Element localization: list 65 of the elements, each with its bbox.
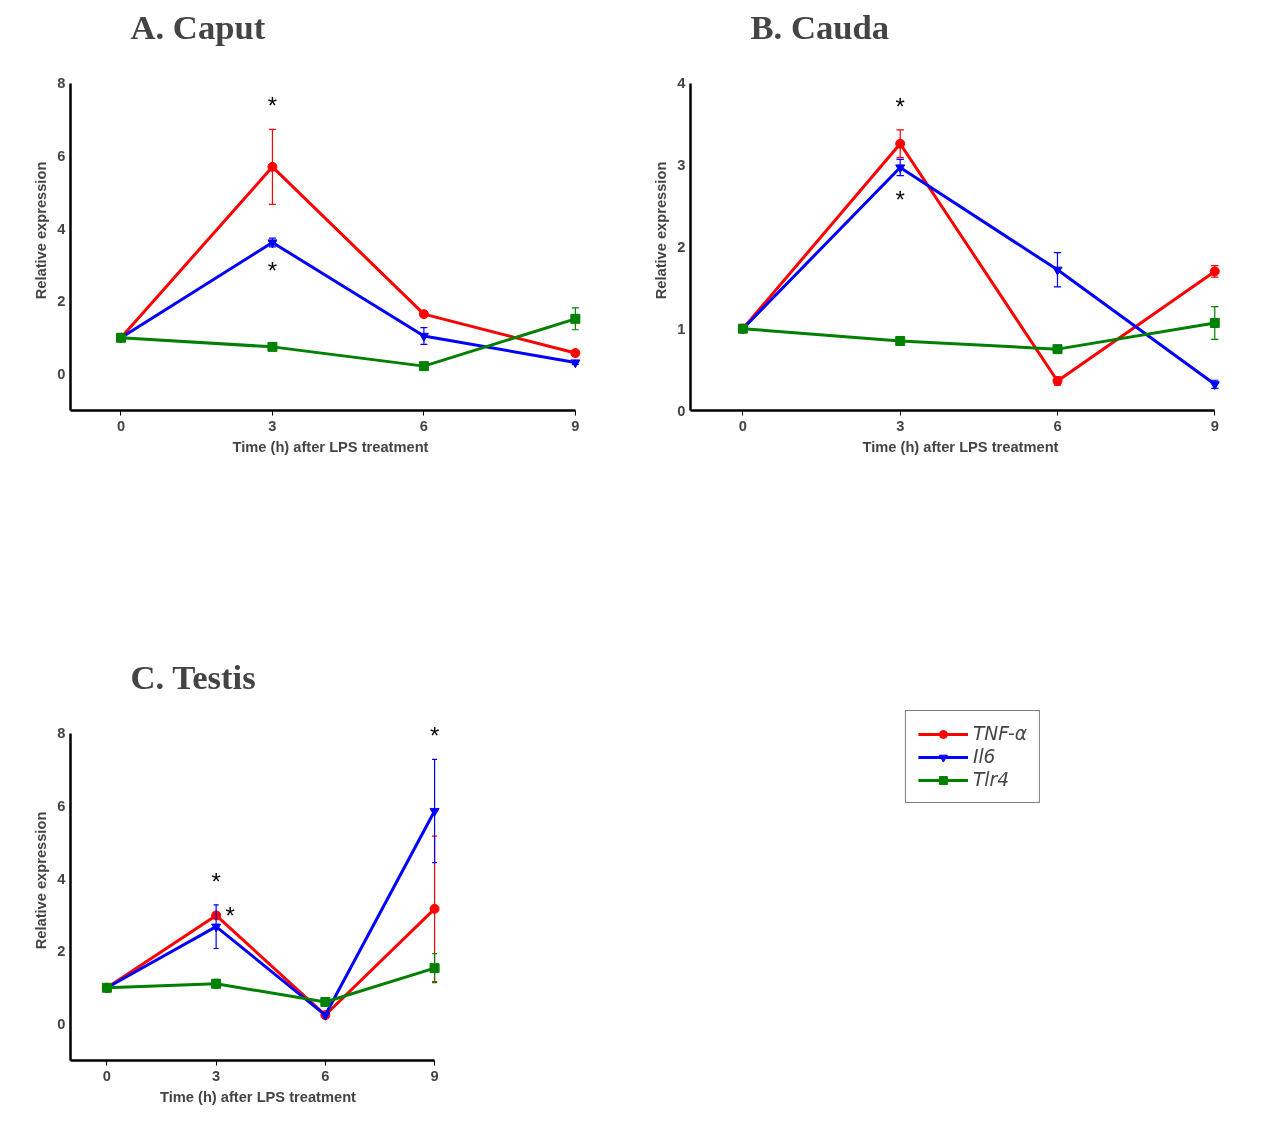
chart-title: B. Cauda [750, 7, 890, 46]
x-tick-label: 0 [738, 417, 748, 434]
y-axis-title: Relative expression [653, 161, 670, 300]
x-axis-title: Time (h) after LPS treatment [232, 438, 429, 455]
legend-label: Il6 [972, 746, 996, 767]
x-tick-label: 9 [1210, 417, 1219, 434]
point [570, 313, 581, 324]
point [895, 335, 906, 346]
x-tick-label: 0 [102, 1067, 111, 1084]
y-tick-label: 2 [677, 238, 686, 255]
y-tick-label: 0 [57, 366, 66, 383]
data-label: * [895, 92, 905, 120]
x-tick-label: 6 [321, 1067, 330, 1084]
y-tick-label: 3 [677, 157, 686, 174]
point [895, 138, 906, 149]
legend-label: TNF-α [972, 723, 1027, 744]
y-tick-label: 4 [57, 870, 67, 887]
data-label: * [429, 722, 440, 750]
data-label: * [211, 867, 221, 895]
x-tick-label: 3 [212, 1067, 221, 1084]
point [895, 164, 906, 174]
data-label: * [267, 92, 278, 120]
y-tick-label: 8 [57, 725, 66, 742]
y-tick-label: 6 [57, 147, 66, 164]
data-label: * [225, 901, 235, 929]
legend-label: Tlr4 [972, 769, 1010, 790]
point [418, 332, 429, 342]
x-axis-title: Time (h) after LPS treatment [160, 1088, 357, 1105]
x-tick-label: 3 [896, 417, 905, 434]
point [570, 348, 581, 359]
point [429, 807, 440, 817]
x-axis-title: Time (h) after LPS treatment [862, 438, 1059, 455]
x-tick-label: 9 [571, 417, 580, 434]
point [267, 161, 278, 172]
x-tick-label: 6 [1053, 417, 1062, 434]
chart-title: C. Testis [130, 657, 256, 696]
point [1052, 266, 1063, 276]
x-tick-label: 0 [116, 417, 126, 434]
y-axis-title: Relative expression [33, 161, 50, 300]
y-axis-title: Relative expression [33, 811, 50, 950]
point [1209, 317, 1220, 328]
y-tick-label: 4 [677, 75, 687, 92]
data-label: * [895, 185, 905, 213]
x-tick-label: 3 [268, 417, 277, 434]
point [211, 923, 222, 933]
y-tick-label: 2 [57, 293, 66, 310]
chart-title: A. Caput [130, 7, 266, 46]
y-tick-label: 6 [57, 797, 66, 814]
point [429, 903, 440, 914]
point [429, 963, 440, 974]
point [320, 996, 331, 1007]
y-tick-label: 8 [57, 75, 66, 92]
y-tick-label: 1 [677, 320, 686, 337]
data-label: * [267, 257, 278, 284]
point [267, 341, 278, 352]
point [418, 309, 429, 320]
y-tick-label: 0 [57, 1016, 66, 1033]
point [570, 359, 581, 369]
y-tick-label: 4 [57, 220, 67, 237]
y-tick-label: 0 [677, 402, 686, 419]
point [418, 361, 429, 372]
point [1052, 344, 1063, 355]
x-tick-label: 9 [430, 1067, 439, 1084]
y-tick-label: 2 [57, 943, 66, 960]
x-tick-label: 6 [419, 417, 428, 434]
